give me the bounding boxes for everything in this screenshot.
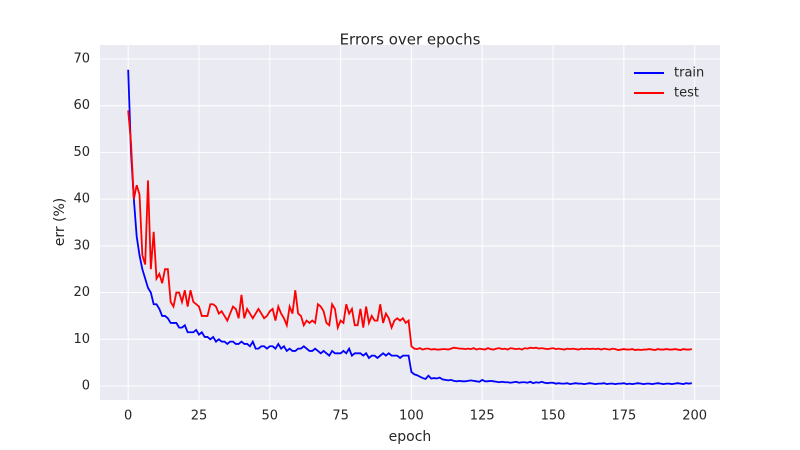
- y-tick-label: 30: [73, 238, 90, 253]
- y-tick-label: 10: [73, 332, 90, 347]
- chart-title: Errors over epochs: [340, 31, 481, 49]
- y-tick-label: 70: [73, 52, 90, 67]
- y-tick-label: 50: [73, 145, 90, 160]
- x-tick-label: 125: [470, 409, 495, 424]
- x-tick-label: 0: [124, 409, 132, 424]
- y-tick-label: 60: [73, 98, 90, 113]
- x-tick-label: 175: [611, 409, 636, 424]
- series-line: [127, 110, 692, 351]
- x-tick-label: 75: [332, 409, 349, 424]
- y-axis-label: err (%): [52, 198, 68, 247]
- x-tick-label: 150: [541, 409, 566, 424]
- series-line: [127, 69, 692, 386]
- y-tick-label: 0: [82, 378, 90, 393]
- lines: [127, 69, 692, 386]
- x-tick-label: 100: [399, 409, 424, 424]
- x-axis-label: epoch: [389, 429, 432, 445]
- x-tick-label: 50: [262, 409, 279, 424]
- x-tick-label: 25: [191, 409, 208, 424]
- y-tick-label: 40: [73, 192, 90, 207]
- legend-label: train: [674, 66, 704, 81]
- legend-label: test: [674, 86, 699, 101]
- plot-area: [100, 45, 720, 400]
- y-tick-label: 20: [73, 285, 90, 300]
- x-tick-label: 200: [682, 409, 707, 424]
- legend: train test: [634, 66, 704, 101]
